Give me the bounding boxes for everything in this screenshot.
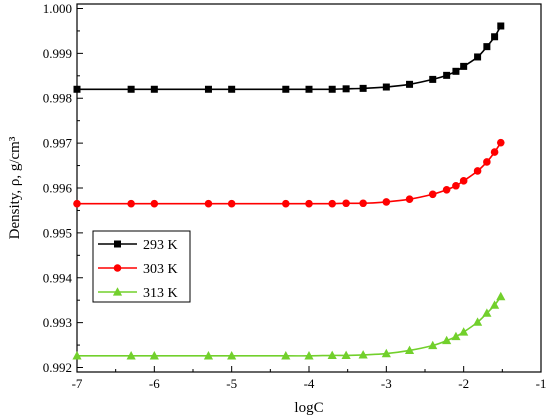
series-layer [72, 22, 506, 360]
y-tick-label: 0.998 [43, 91, 72, 106]
legend-marker-2 [112, 287, 123, 296]
y-tick-label: 1.000 [43, 1, 72, 16]
data-point-293k [359, 84, 367, 92]
x-tick-label: -5 [226, 376, 237, 391]
y-axis-label: Density, ρ, g/cm³ [7, 136, 23, 239]
data-point-303k [459, 177, 468, 185]
data-point-293k [429, 75, 437, 83]
x-tick-label: -7 [72, 376, 83, 391]
data-point-313k [381, 348, 391, 358]
data-point-313k [358, 350, 368, 359]
series-293k [73, 22, 505, 93]
legend-label-0: 293 K [143, 238, 178, 253]
data-point-293k [127, 85, 135, 93]
x-tick-label: -6 [149, 376, 160, 391]
data-point-303k [452, 181, 460, 190]
series-303k [73, 138, 505, 208]
data-point-293k [228, 85, 236, 93]
data-point-303k [73, 199, 81, 208]
data-point-313k [459, 327, 469, 336]
y-tick-label: 0.995 [43, 225, 72, 240]
data-point-293k [497, 22, 505, 30]
data-point-313k [227, 351, 237, 360]
data-point-303k [442, 185, 451, 194]
y-tick-label: 0.993 [43, 315, 72, 330]
data-point-303k [150, 199, 159, 208]
data-point-293k [491, 33, 499, 41]
x-tick-label: -2 [458, 376, 469, 391]
y-tick-label: 0.994 [43, 270, 73, 285]
data-point-313k [451, 331, 461, 341]
data-point-293k [382, 83, 390, 91]
legend-marker-0 [114, 240, 121, 248]
data-point-313k [490, 300, 500, 309]
data-point-303k [496, 138, 505, 147]
data-point-313k [404, 345, 415, 355]
data-point-303k [405, 195, 414, 204]
data-point-293k [474, 53, 482, 61]
legend-label-2: 313 K [143, 286, 178, 301]
x-tick-label: -4 [304, 376, 315, 391]
data-point-313k [341, 350, 351, 359]
x-tick-label: -1 [536, 376, 547, 391]
data-point-303k [282, 199, 290, 208]
series-line-313k [77, 296, 502, 357]
data-point-293k [342, 85, 350, 93]
y-tick-label: 0.999 [43, 46, 72, 61]
data-point-303k [204, 199, 213, 208]
data-point-293k [406, 80, 414, 88]
data-point-303k [483, 158, 491, 166]
legend-label-1: 303 K [143, 262, 178, 277]
data-point-293k [460, 62, 468, 70]
data-point-293k [73, 85, 81, 93]
data-point-293k [328, 85, 336, 93]
data-point-313k [304, 351, 314, 360]
data-point-313k [482, 308, 492, 317]
y-tick-label: 0.992 [43, 360, 72, 375]
data-point-303k [473, 167, 482, 175]
data-point-303k [342, 199, 350, 208]
data-point-303k [490, 148, 499, 156]
data-point-293k [483, 43, 491, 51]
x-tick-label: -3 [381, 376, 392, 391]
data-point-313k [126, 351, 136, 360]
data-point-293k [452, 67, 460, 75]
data-point-313k [428, 340, 438, 350]
data-point-313k [281, 351, 291, 360]
y-tick-label: 0.997 [43, 136, 73, 151]
data-point-313k [203, 351, 214, 360]
data-point-293k [443, 71, 451, 79]
data-point-313k [496, 291, 506, 301]
series-313k [72, 291, 506, 360]
data-point-313k [72, 351, 82, 360]
data-point-303k [328, 199, 337, 208]
data-point-313k [442, 335, 452, 345]
data-point-293k [282, 85, 290, 93]
data-point-293k [204, 85, 212, 93]
axes-layer: -7 -6 -5 -4 -3 -2 -1 0.992 0.993 0.994 0.995 0.996 0… [43, 1, 547, 391]
legend-box [92, 230, 191, 303]
data-point-303k [127, 199, 135, 208]
y-tick-label: 0.996 [43, 181, 73, 196]
series-line-303k [77, 142, 502, 205]
data-point-303k [359, 199, 367, 208]
data-point-313k [327, 350, 337, 359]
plot-frame [76, 3, 542, 373]
data-point-293k [305, 85, 313, 93]
data-point-313k [472, 317, 483, 326]
data-point-303k [428, 190, 437, 199]
x-axis-label: logC [294, 400, 323, 416]
legend: 293 K 303 K 313 K [92, 230, 191, 303]
data-point-313k [149, 351, 159, 360]
data-point-293k [150, 85, 158, 93]
data-point-303k [382, 198, 391, 206]
data-point-303k [305, 199, 313, 208]
series-line-293k [77, 25, 502, 91]
legend-marker-1 [113, 264, 122, 272]
data-point-303k [227, 199, 236, 208]
